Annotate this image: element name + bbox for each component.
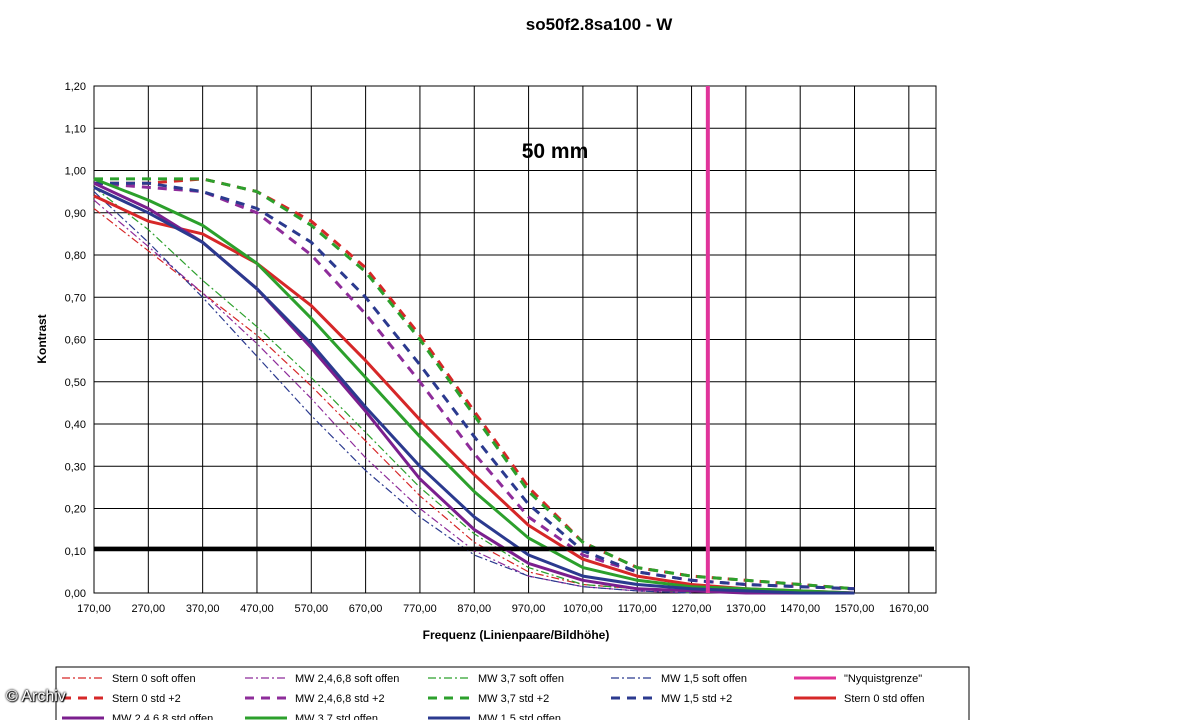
x-tick-label: 670,00 xyxy=(349,603,383,615)
y-tick-label: 0,70 xyxy=(65,292,86,304)
x-axis-label: Frequenz (Linienpaare/Bildhöhe) xyxy=(423,628,610,642)
y-tick-label: 1,10 xyxy=(65,123,86,135)
chart-title: so50f2.8sa100 - W xyxy=(526,15,673,34)
x-tick-label: 1470,00 xyxy=(780,603,820,615)
y-tick-label: 0,80 xyxy=(65,250,86,262)
legend-label: MW 2,4,6,8 soft offen xyxy=(295,673,399,685)
series-line-1 xyxy=(93,199,692,594)
x-tick-label: 570,00 xyxy=(294,603,328,615)
grid xyxy=(93,85,937,594)
x-tick-label: 370,00 xyxy=(186,603,220,615)
x-tick-label: 270,00 xyxy=(131,603,165,615)
series-line-11 xyxy=(93,177,855,595)
x-tick-label: 1070,00 xyxy=(563,603,603,615)
watermark: © Archiv xyxy=(6,688,66,705)
y-tick-label: 0,90 xyxy=(65,208,86,220)
x-tick-label: 1570,00 xyxy=(835,603,875,615)
x-tick-label: 870,00 xyxy=(457,603,491,615)
legend-label: MW 3,7 std offen xyxy=(295,713,378,720)
series-line-0 xyxy=(93,208,692,594)
legend-label: MW 3,7 soft offen xyxy=(478,673,564,685)
y-tick-label: 0,20 xyxy=(65,504,86,516)
reference-lines xyxy=(94,86,934,593)
legend-label: MW 1,5 soft offen xyxy=(661,673,747,685)
x-tick-label: 1370,00 xyxy=(726,603,766,615)
y-tick-label: 0,50 xyxy=(65,377,86,389)
legend-label: Stern 0 std offen xyxy=(844,693,925,705)
x-tick-label: 170,00 xyxy=(77,603,111,615)
y-axis-label: Kontrast xyxy=(35,314,49,363)
x-tick-label: 1270,00 xyxy=(672,603,712,615)
axis-ticks: 170,00 270,00 370,00 470,00 570,00 670,00 770,… xyxy=(65,81,929,615)
legend-label: MW 2,4,6,8 std offen xyxy=(112,713,213,720)
legend-label: MW 3,7 std +2 xyxy=(478,693,549,705)
series-line-12 xyxy=(93,186,855,595)
legend-label: Stern 0 std +2 xyxy=(112,693,181,705)
legend-label: MW 1,5 std offen xyxy=(478,713,561,720)
y-tick-label: 0,30 xyxy=(65,461,86,473)
x-tick-label: 770,00 xyxy=(403,603,437,615)
y-tick-label: 0,60 xyxy=(65,335,86,347)
legend-label: "Nyquistgrenze" xyxy=(844,673,922,685)
series-line-8 xyxy=(94,181,855,591)
x-tick-label: 1170,00 xyxy=(618,603,657,615)
series-line-7 xyxy=(94,177,855,591)
x-tick-label: 1670,00 xyxy=(889,603,929,615)
series-group xyxy=(93,177,855,595)
y-tick-label: 0,40 xyxy=(65,419,86,431)
series-line-5 xyxy=(94,177,855,591)
legend-label: MW 1,5 std +2 xyxy=(661,693,732,705)
legend-label: MW 2,4,6,8 std +2 xyxy=(295,693,385,705)
y-tick-label: 0,10 xyxy=(65,546,86,558)
chart-annotation: 50 mm xyxy=(522,140,589,163)
y-tick-label: 1,00 xyxy=(65,166,86,178)
legend: Stern 0 soft offen MW 2,4,6,8 soft offen M… xyxy=(55,666,970,725)
legend-label: Stern 0 soft offen xyxy=(112,673,196,685)
series-line-2 xyxy=(93,186,692,594)
y-tick-label: 0,00 xyxy=(65,588,86,600)
y-tick-label: 1,20 xyxy=(65,81,86,93)
x-tick-label: 470,00 xyxy=(240,603,274,615)
x-tick-label: 970,00 xyxy=(512,603,546,615)
